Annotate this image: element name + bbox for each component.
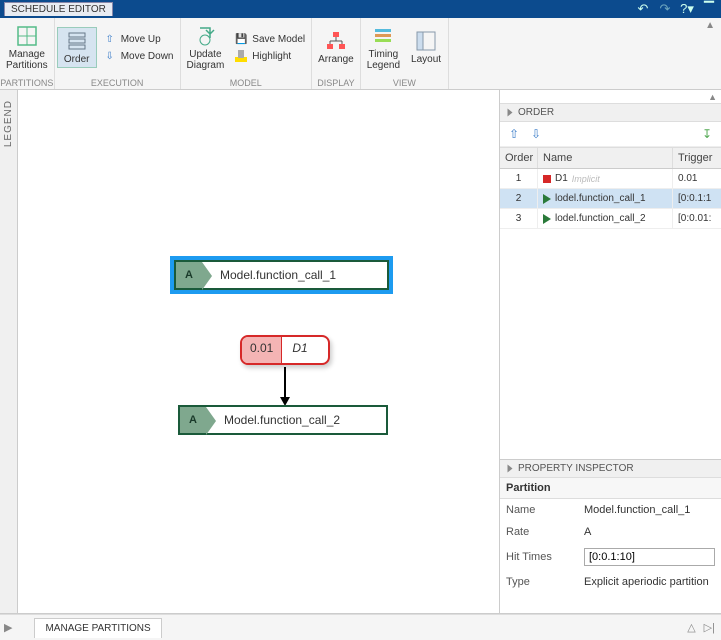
down-arrow-icon: ⇩ [103,49,117,63]
status-tab-manage-partitions[interactable]: MANAGE PARTITIONS [34,618,161,638]
insp-name-label: Name [506,504,584,516]
node-2-label: Model.function_call_2 [206,413,352,427]
name-cell: lodel.function_call_2 [538,209,673,228]
collapse-icon-2 [508,465,513,473]
save-model-button[interactable]: 💾 Save Model [230,31,309,47]
d1-rate: 0.01 [242,337,282,363]
order-move-down-button[interactable]: ⇩ [528,126,544,142]
order-cell: 3 [500,209,538,228]
order-title: ORDER [518,107,554,118]
help-icon[interactable]: ?▾ [679,1,695,17]
window-title: SCHEDULE EDITOR [4,2,113,16]
execution-group-label: EXECUTION [55,77,180,89]
insp-type-value: Explicit aperiodic partition [584,576,715,588]
update-diagram-label: Update Diagram [187,49,225,71]
partitions-group-label: PARTITIONS [0,77,54,89]
arrange-button[interactable]: Arrange [314,28,358,67]
node-function-call-1[interactable]: A Model.function_call_1 [174,260,389,290]
insp-hittimes-label: Hit Times [506,551,584,563]
move-down-label: Move Down [121,51,174,62]
node-tag-a-2: A [180,407,206,433]
order-row[interactable]: 2lodel.function_call_1[0:0.1:1 [500,189,721,209]
connection-arrow [284,367,286,400]
node-d1[interactable]: 0.01 D1 [240,335,330,365]
save-icon: 💾 [234,32,248,46]
arrange-label: Arrange [318,54,354,65]
order-row[interactable]: 3lodel.function_call_2[0:0.01: [500,209,721,229]
display-group-label: DISPLAY [312,77,360,89]
node-tag-a: A [176,262,202,288]
col-header-trigger[interactable]: Trigger [673,148,721,168]
col-header-name[interactable]: Name [538,148,673,168]
insp-rate-value: A [584,526,715,538]
order-label: Order [64,54,90,65]
layout-button[interactable]: Layout [406,28,446,67]
trigger-cell: [0:0.1:1 [673,189,721,208]
model-group-label: MODEL [181,77,312,89]
node-function-call-2[interactable]: A Model.function_call_2 [178,405,388,435]
update-diagram-button[interactable]: Update Diagram [183,23,229,73]
d1-name: D1 [282,337,317,363]
order-row[interactable]: 1D1Implicit0.01 [500,169,721,189]
highlight-icon [234,49,248,63]
layout-icon [415,30,437,52]
undo-icon[interactable]: ↶ [635,1,651,17]
timing-icon [372,25,394,47]
order-button[interactable]: Order [57,27,97,68]
manage-partitions-button[interactable]: Manage Partitions [2,23,52,73]
red-square-icon [543,175,551,183]
insp-type-label: Type [506,576,584,588]
trigger-cell: 0.01 [673,169,721,188]
update-icon [194,25,216,47]
green-triangle-icon [543,194,551,204]
arrange-icon [325,30,347,52]
canvas[interactable]: A Model.function_call_1 0.01 D1 A Model.… [18,90,499,613]
inspector-title: PROPERTY INSPECTOR [518,463,634,474]
timing-legend-button[interactable]: Timing Legend [363,23,404,73]
redo-icon[interactable]: ↷ [657,1,673,17]
order-cell: 2 [500,189,538,208]
insp-rate-label: Rate [506,526,584,538]
save-model-label: Save Model [252,34,305,45]
order-move-up-button[interactable]: ⇧ [506,126,522,142]
col-header-order[interactable]: Order [500,148,538,168]
panel-minimize[interactable]: ▲ [500,90,721,104]
inspector-header[interactable]: PROPERTY INSPECTOR [500,460,721,478]
view-group-label: VIEW [361,77,448,89]
manage-partitions-label: Manage Partitions [6,49,48,71]
hit-times-input[interactable] [584,548,715,566]
layout-label: Layout [411,54,441,65]
trigger-cell: [0:0.01: [673,209,721,228]
partitions-icon [16,25,38,47]
move-down-button[interactable]: ⇩ Move Down [99,48,178,64]
move-up-label: Move Up [121,34,161,45]
timing-legend-label: Timing Legend [367,49,400,71]
collapse-icon [508,109,513,117]
legend-tab[interactable]: LEGEND [0,90,18,613]
status-next-icon[interactable]: ▷| [704,621,715,634]
status-triangle-icon[interactable]: △ [687,621,695,634]
insp-name-value: Model.function_call_1 [584,504,715,516]
inspector-section: Partition [500,478,721,499]
minimize-icon[interactable]: ▔ [701,1,717,17]
name-cell: lodel.function_call_1 [538,189,673,208]
export-icon[interactable]: ↧ [699,126,715,142]
legend-label: LEGEND [3,100,14,147]
green-triangle-icon [543,214,551,224]
order-panel-header[interactable]: ORDER [500,104,721,122]
name-cell: D1Implicit [538,169,673,188]
move-up-button[interactable]: ⇧ Move Up [99,31,178,47]
up-arrow-icon: ⇧ [103,32,117,46]
order-cell: 1 [500,169,538,188]
order-icon [66,30,88,52]
highlight-label: Highlight [252,51,291,62]
node-1-label: Model.function_call_1 [202,268,348,282]
highlight-button[interactable]: Highlight [230,48,309,64]
